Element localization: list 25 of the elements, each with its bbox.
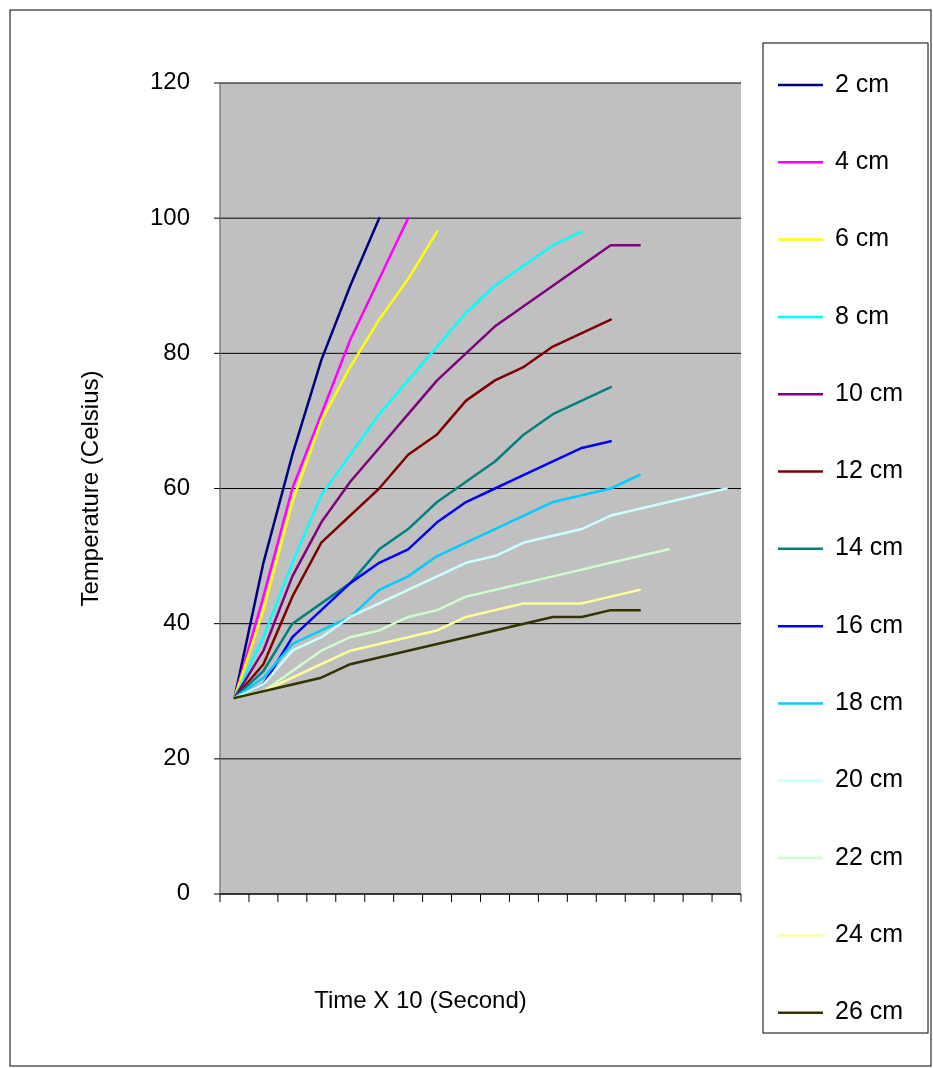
y-tick-label: 60 xyxy=(163,472,190,500)
line-series xyxy=(233,216,381,700)
legend-label: 8 cm xyxy=(835,300,890,329)
y-tick-label: 0 xyxy=(176,878,190,906)
legend-label: 6 cm xyxy=(835,223,890,252)
legend-label: 24 cm xyxy=(835,918,904,947)
legend-label: 26 cm xyxy=(835,996,904,1025)
x-axis-title: Time X 10 (Second) xyxy=(314,986,527,1013)
legend-label: 16 cm xyxy=(835,609,904,638)
y-tick-label: 120 xyxy=(149,67,190,95)
y-axis-title: Temperature (Celsius) xyxy=(76,370,103,607)
y-tick-label: 20 xyxy=(163,743,190,771)
legend-label: 4 cm xyxy=(835,145,890,174)
legend-label: 2 cm xyxy=(835,68,890,97)
legend-label: 18 cm xyxy=(835,687,904,716)
legend-label: 20 cm xyxy=(835,764,904,793)
y-tick-label: 40 xyxy=(163,608,190,636)
line-series xyxy=(233,473,641,700)
legend-label: 12 cm xyxy=(835,455,904,484)
y-tick-label: 100 xyxy=(149,202,190,230)
line-series xyxy=(233,608,641,700)
legend-label: 22 cm xyxy=(835,841,904,870)
y-tick-label: 80 xyxy=(163,337,190,365)
legend-label: 14 cm xyxy=(835,532,904,561)
legend-label: 10 cm xyxy=(835,377,904,406)
